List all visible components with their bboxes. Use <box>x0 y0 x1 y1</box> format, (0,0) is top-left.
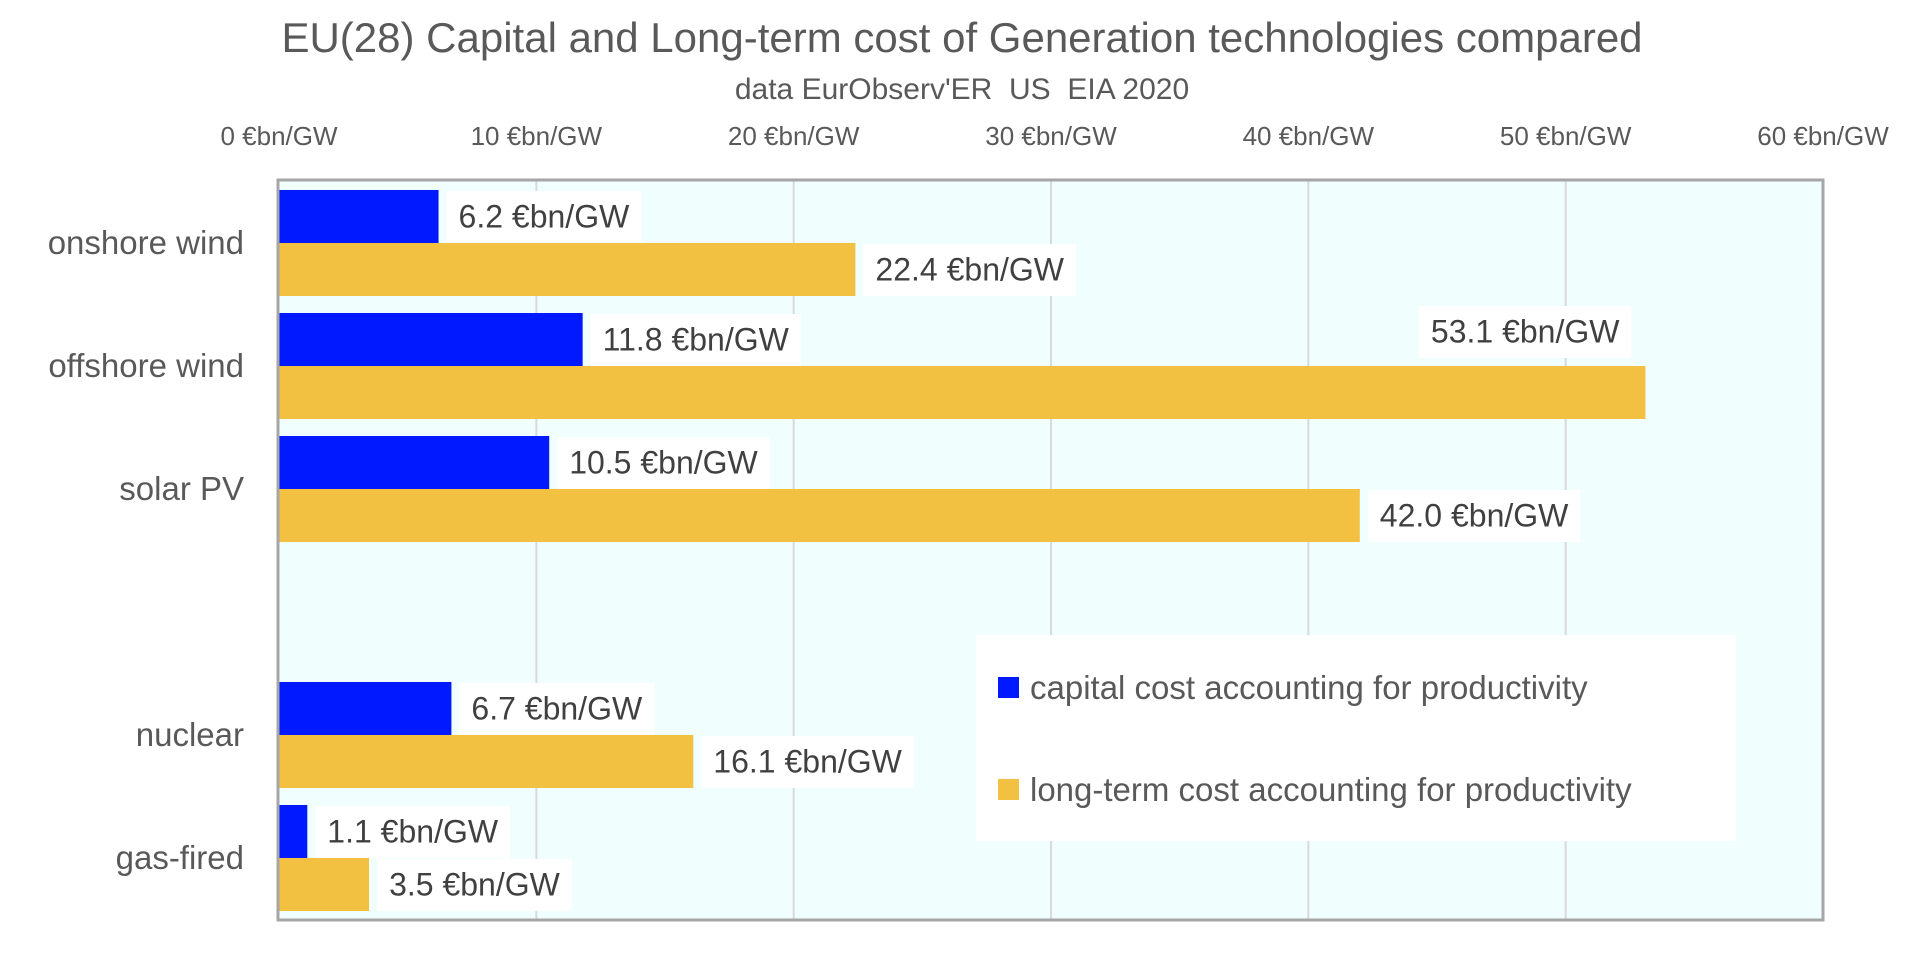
data-label-background <box>315 806 511 858</box>
category-label: nuclear <box>136 716 244 753</box>
data-label: 42.0 €bn/GW <box>1380 498 1569 534</box>
legend: capital cost accounting for productivity… <box>976 635 1736 841</box>
data-label: 10.5 €bn/GW <box>569 445 758 481</box>
x-tick-label: 40 €bn/GW <box>1243 121 1375 151</box>
data-label-background <box>377 859 572 911</box>
category-label: onshore wind <box>48 224 244 261</box>
data-label: 11.8 €bn/GW <box>603 322 790 358</box>
data-label-background <box>557 437 770 489</box>
category-label: offshore wind <box>48 347 244 384</box>
data-label-background <box>701 736 914 788</box>
legend-swatch-long-term <box>998 779 1019 800</box>
legend-label: long-term cost accounting for productivi… <box>1030 771 1632 808</box>
data-label-background <box>1367 490 1581 542</box>
bars <box>279 190 1646 911</box>
data-label-background <box>590 314 801 366</box>
data-label: 53.1 €bn/GW <box>1431 314 1620 350</box>
data-label-background <box>1418 306 1632 358</box>
data-label-background <box>863 244 1076 296</box>
data-label: 16.1 €bn/GW <box>713 744 902 780</box>
data-label: 3.5 €bn/GW <box>389 867 561 903</box>
data-label: 6.2 €bn/GW <box>459 199 631 235</box>
data-label: 22.4 €bn/GW <box>875 252 1064 288</box>
capital-cost-bar <box>279 313 583 366</box>
data-label: 6.7 €bn/GW <box>471 691 643 727</box>
chart-subtitle: data EurObserv'ER US EIA 2020 <box>735 73 1189 106</box>
x-tick-label: 20 €bn/GW <box>728 121 860 151</box>
category-label: solar PV <box>119 470 244 507</box>
x-tick-label: 0 €bn/GW <box>220 121 338 151</box>
long-term-cost-bar <box>279 489 1360 542</box>
x-axis-tick-labels: 0 €bn/GW 10 €bn/GW 20 €bn/GW 30 €bn/GW 40 €b… <box>220 121 1889 151</box>
chart-title: EU(28) Capital and Long-term cost of Gen… <box>281 14 1642 61</box>
x-tick-label: 30 €bn/GW <box>985 121 1117 151</box>
long-term-cost-bar <box>279 858 370 911</box>
category-labels: onshore wind offshore wind solar PV nuclear… <box>48 224 244 876</box>
capital-cost-bar <box>279 190 439 243</box>
data-labels: 6.2 €bn/GW 22.4 €bn/GW 11.8 €bn/GW 53.1 €bn… <box>315 191 1632 911</box>
long-term-cost-bar <box>279 243 856 296</box>
capital-cost-bar <box>279 805 308 858</box>
category-label: gas-fired <box>116 839 244 876</box>
data-label: 1.1 €bn/GW <box>327 814 499 850</box>
data-label-background <box>446 191 642 243</box>
long-term-cost-bar <box>279 366 1646 419</box>
legend-label: capital cost accounting for productivity <box>1030 669 1588 706</box>
data-label-background <box>459 683 655 735</box>
x-tick-label: 50 €bn/GW <box>1500 121 1632 151</box>
legend-swatch-capital <box>998 677 1019 698</box>
x-tick-label: 10 €bn/GW <box>471 121 603 151</box>
legend-background <box>976 635 1736 841</box>
long-term-cost-bar <box>279 735 694 788</box>
plot-border <box>276 178 1825 922</box>
x-tick-label: 60 €bn/GW <box>1757 121 1889 151</box>
capital-cost-bar <box>279 682 452 735</box>
capital-cost-bar <box>279 436 550 489</box>
